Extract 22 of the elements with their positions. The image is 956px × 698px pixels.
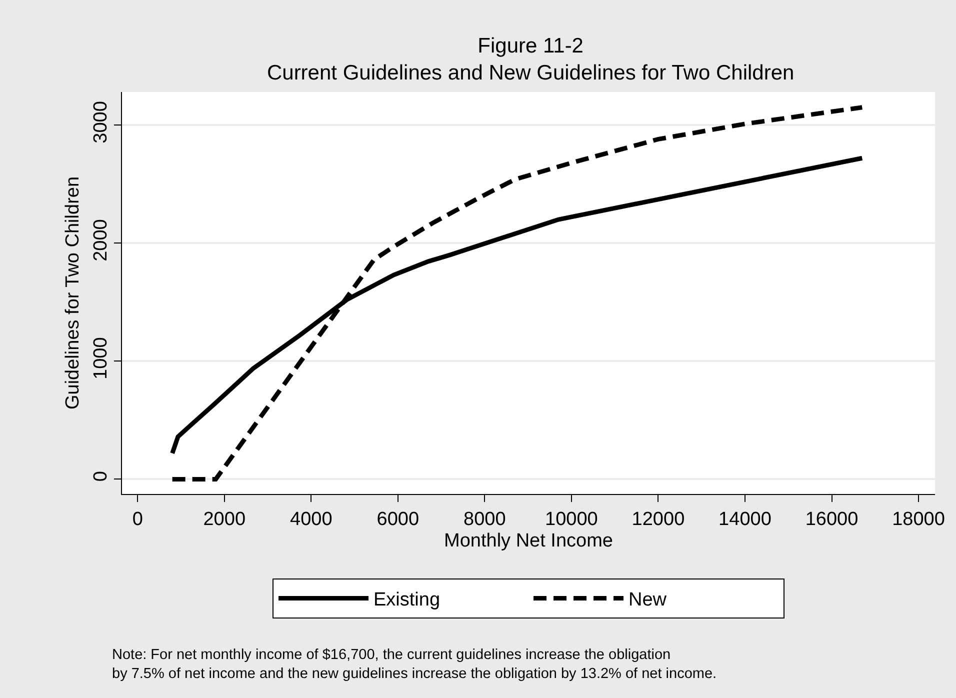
line-series (170, 105, 864, 482)
chart-subtitle: Current Guidelines and New Guidelines for Two Children (266, 62, 794, 85)
x-tick-label: 0 (132, 508, 143, 530)
y-axis-title: Guidelines for Two Children (62, 176, 84, 410)
y-tick-label: 1000 (90, 337, 112, 380)
x-tick-label: 6000 (376, 508, 420, 530)
x-tick-label: 16000 (805, 508, 858, 530)
y-tick-label: 3000 (90, 101, 112, 144)
legend-label: New (628, 590, 667, 611)
x-tick-label: 8000 (464, 508, 506, 530)
x-tick-label: 18000 (892, 508, 945, 530)
chart-title: Figure 11-2 (478, 34, 584, 58)
x-tick-label: 2000 (203, 508, 246, 530)
x-tick-label: 4000 (290, 508, 332, 530)
x-tick-label: 10000 (545, 508, 598, 530)
x-axis-title: Monthly Net Income (444, 530, 613, 552)
text: Note: For net monthly income of $16,700, the current guidelines increase the obligation by 7.5% of net income and the new guidelines increase the obligation by 13.2% of net income. (112, 647, 717, 682)
legend-label: Existing (374, 590, 440, 611)
x-tick-label: 14000 (718, 508, 772, 530)
y-tick-label: 2000 (90, 219, 112, 262)
x-tick-label: 12000 (632, 508, 685, 530)
y-tick-label: 0 (90, 471, 112, 482)
